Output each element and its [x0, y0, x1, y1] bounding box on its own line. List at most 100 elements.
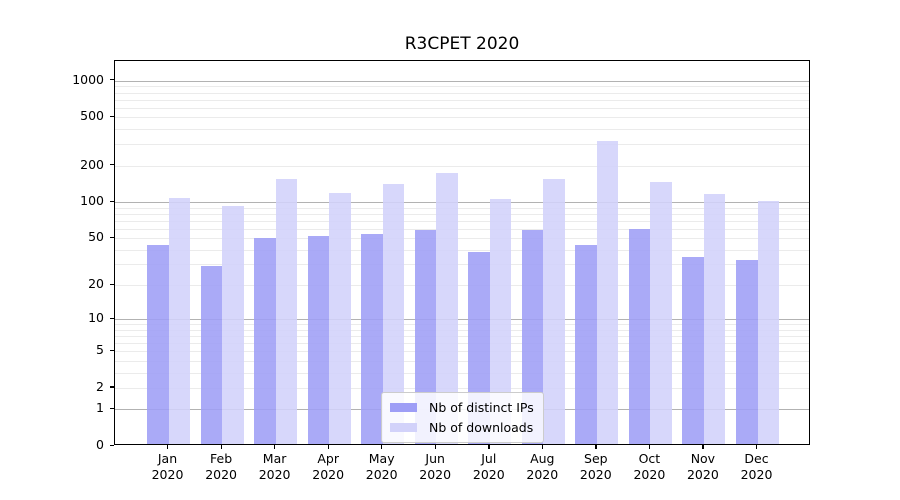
x-tick-label: Aug 2020 — [526, 451, 559, 482]
bar-distinct-ips — [307, 236, 330, 444]
bar-downloads — [168, 198, 190, 444]
bar-downloads — [703, 194, 726, 444]
gridline-minor — [115, 249, 809, 251]
y-tick-label: 0 — [96, 437, 104, 452]
y-tick-label: 100 — [80, 193, 104, 208]
legend: Nb of distinct IPs Nb of downloads — [381, 392, 544, 443]
gridline-minor — [115, 207, 809, 209]
x-tick-label: Oct 2020 — [633, 451, 666, 482]
y-tick-label: 1000 — [72, 71, 104, 87]
y-tick-mark — [109, 283, 114, 285]
bar-distinct-ips — [361, 234, 383, 444]
chart-title: R3CPET 2020 — [404, 34, 520, 54]
bar-distinct-ips — [147, 244, 169, 444]
bar-downloads — [329, 193, 351, 444]
bar-downloads — [543, 178, 565, 444]
gridline-minor — [115, 324, 809, 326]
legend-item-downloads: Nb of downloads — [390, 420, 534, 435]
y-tick-label: 2 — [96, 378, 104, 394]
y-tick-mark — [109, 79, 114, 81]
y-tick-mark — [109, 407, 114, 410]
gridline-minor — [115, 387, 809, 389]
gridline-major — [115, 80, 809, 82]
gridline-minor — [115, 343, 809, 345]
x-tick-mark — [167, 445, 169, 449]
x-tick-label: Jan 2020 — [151, 451, 184, 482]
gridline-minor — [115, 92, 809, 94]
x-tick-label: Apr 2020 — [312, 451, 345, 482]
legend-item-distinct-ips: Nb of distinct IPs — [390, 400, 534, 415]
downloads-swatch-icon — [390, 422, 417, 433]
gridline-major — [115, 319, 809, 321]
x-tick-label: Mar 2020 — [258, 451, 291, 482]
y-tick-mark — [109, 349, 114, 352]
bar-downloads — [650, 182, 672, 444]
y-tick-label: 500 — [80, 108, 104, 124]
bar-downloads — [275, 179, 298, 444]
x-tick-label: Dec 2020 — [740, 451, 773, 482]
bar-downloads — [436, 172, 458, 444]
y-tick-label: 1 — [96, 400, 104, 416]
legend-label: Nb of distinct IPs — [429, 400, 534, 415]
bar-distinct-ips — [682, 256, 704, 444]
x-tick-mark — [488, 445, 490, 449]
plot-area: Nb of distinct IPs Nb of downloads — [114, 60, 810, 445]
y-tick-mark — [109, 164, 114, 166]
gridline-minor — [115, 329, 809, 331]
bar-distinct-ips — [628, 228, 651, 444]
gridline-minor — [115, 360, 809, 362]
bar-downloads — [382, 184, 405, 444]
gridline-minor — [115, 228, 809, 230]
x-tick-mark — [327, 445, 329, 449]
bar-downloads — [222, 205, 244, 444]
x-tick-label: Sep 2020 — [579, 451, 612, 482]
x-tick-label: Feb 2020 — [205, 451, 237, 482]
y-tick-label: 5 — [96, 342, 104, 358]
x-tick-label: Jul 2020 — [472, 451, 505, 482]
gridline-minor — [115, 351, 809, 353]
x-tick-mark — [220, 445, 222, 449]
bar-downloads — [596, 140, 619, 444]
bar-distinct-ips — [575, 244, 597, 444]
bar-distinct-ips — [200, 266, 223, 444]
y-tick-mark — [109, 200, 114, 202]
y-tick-label: 10 — [88, 310, 104, 326]
gridline-minor — [115, 220, 809, 222]
y-tick-mark — [109, 317, 114, 319]
gridline-minor — [115, 165, 809, 167]
legend-label: Nb of downloads — [429, 420, 534, 435]
gridline-minor — [115, 213, 809, 215]
gridline-minor — [115, 86, 809, 88]
y-tick-mark — [109, 115, 114, 118]
gridline-minor — [115, 372, 809, 374]
x-tick-mark — [381, 445, 383, 449]
x-tick-mark — [274, 445, 276, 449]
y-tick-mark — [109, 236, 114, 238]
x-tick-mark — [541, 445, 544, 449]
gridline-minor — [115, 129, 809, 131]
bar-distinct-ips — [414, 230, 437, 444]
gridline-minor — [115, 107, 809, 109]
bar-distinct-ips — [521, 230, 544, 444]
y-tick-label: 200 — [80, 156, 104, 172]
gridline-minor — [115, 264, 809, 266]
gridline-minor — [115, 99, 809, 101]
gridline-minor — [115, 285, 809, 286]
y-tick-label: 20 — [88, 276, 104, 291]
gridline-minor — [115, 336, 809, 338]
gridline-minor — [115, 144, 809, 146]
x-tick-mark — [595, 445, 597, 449]
y-tick-mark — [109, 444, 114, 446]
distinct-ips-swatch-icon — [390, 402, 417, 413]
bar-distinct-ips — [736, 259, 758, 444]
gridline-minor — [115, 117, 809, 119]
y-tick-label: 50 — [88, 229, 104, 245]
x-tick-mark — [434, 445, 436, 449]
x-tick-mark — [648, 445, 651, 449]
x-tick-label: Nov 2020 — [686, 451, 719, 482]
x-tick-mark — [756, 445, 758, 449]
x-tick-label: May 2020 — [365, 451, 398, 482]
x-tick-mark — [702, 445, 704, 449]
gridline-minor — [115, 238, 809, 240]
